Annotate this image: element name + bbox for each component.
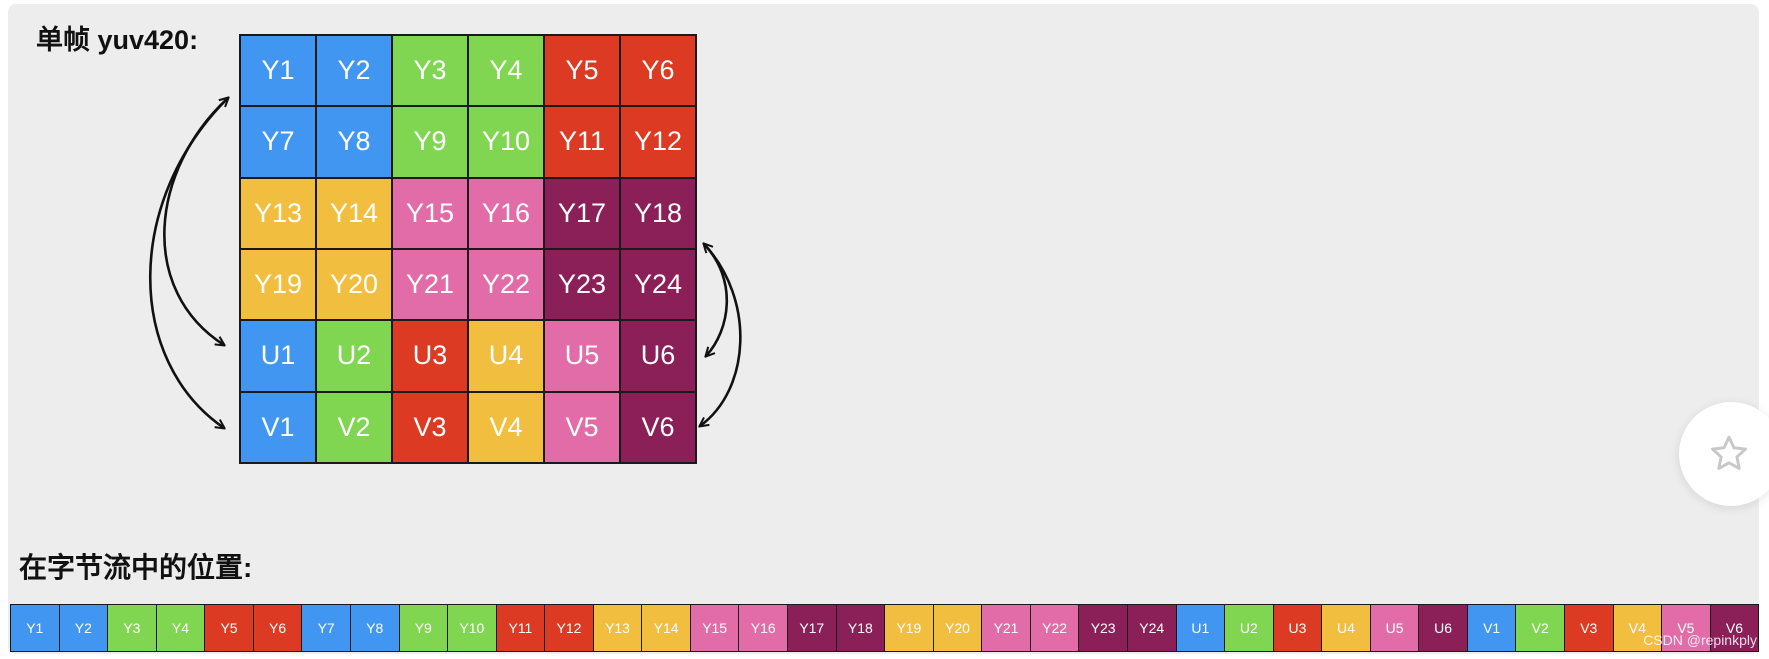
stream-cell: Y19 <box>885 605 934 651</box>
grid-cell: Y20 <box>316 249 392 321</box>
stream-cell: Y18 <box>836 605 886 651</box>
grid-cell: U5 <box>544 320 620 392</box>
star-outline-icon <box>1711 435 1747 470</box>
stream-cell: V3 <box>1565 605 1614 651</box>
stream-cell: Y6 <box>253 605 303 651</box>
stream-title: 在字节流中的位置: <box>19 552 253 583</box>
grid-cell: Y15 <box>392 177 468 249</box>
stream-cell: Y7 <box>302 605 351 651</box>
grid-cell: Y12 <box>620 106 696 178</box>
stream-cell: Y3 <box>108 605 157 651</box>
grid-cell: Y3 <box>392 35 468 107</box>
stream-cell: Y1 <box>11 605 60 651</box>
stream-cell: V4 <box>1613 605 1663 651</box>
stream-cell: V5 <box>1662 605 1711 651</box>
frame-title: 单帧 yuv420: <box>36 25 199 55</box>
grid-cell: V4 <box>468 391 544 463</box>
grid-cell: U2 <box>316 320 392 392</box>
grid-cell: Y23 <box>544 249 620 321</box>
yuv420-frame-grid: Y1 Y2 Y3 Y4 Y5 Y6 Y7 Y8 Y9 Y10 Y11 Y12 Y13 Y14 Y15 Y16 Y… <box>239 34 697 464</box>
stream-cell: Y13 <box>593 605 643 651</box>
stream-cell: U2 <box>1225 605 1274 651</box>
grid-cell: Y1 <box>240 35 316 107</box>
stream-cell: Y5 <box>205 605 254 651</box>
stream-cell: U6 <box>1419 605 1468 651</box>
stream-cell: Y4 <box>156 605 206 651</box>
grid-cell: Y5 <box>544 35 620 107</box>
grid-cell: Y16 <box>468 177 544 249</box>
stream-cell: U4 <box>1322 605 1371 651</box>
stream-cell: Y21 <box>982 605 1031 651</box>
grid-cell: Y19 <box>240 249 316 321</box>
stream-cell: Y14 <box>642 605 691 651</box>
grid-cell: Y24 <box>620 249 696 321</box>
grid-cell: U4 <box>468 320 544 392</box>
grid-cell: Y13 <box>240 177 316 249</box>
grid-cell: V5 <box>544 391 620 463</box>
grid-cell: Y6 <box>620 35 696 107</box>
grid-cell: Y18 <box>620 177 696 249</box>
grid-cell: V1 <box>240 391 316 463</box>
grid-cell: V3 <box>392 391 468 463</box>
grid-cell: Y9 <box>392 106 468 178</box>
grid-cell: Y10 <box>468 106 544 178</box>
grid-cell: Y4 <box>468 35 544 107</box>
stream-cell: Y17 <box>788 605 837 651</box>
stream-cell: V1 <box>1467 605 1517 651</box>
stream-cell: U5 <box>1370 605 1420 651</box>
grid-cell: V6 <box>620 391 696 463</box>
stream-cell: Y12 <box>545 605 594 651</box>
grid-cell: U6 <box>620 320 696 392</box>
grid-cell: Y17 <box>544 177 620 249</box>
stream-cell: Y15 <box>690 605 740 651</box>
grid-cell: Y7 <box>240 106 316 178</box>
stream-cell: V6 <box>1710 605 1759 651</box>
favorite-button[interactable] <box>1679 402 1769 506</box>
grid-cell: U3 <box>392 320 468 392</box>
stream-cell: Y8 <box>350 605 400 651</box>
stream-cell: Y24 <box>1127 605 1177 651</box>
stream-cell: U1 <box>1176 605 1226 651</box>
stream-cell: Y20 <box>933 605 983 651</box>
grid-cell: U1 <box>240 320 316 392</box>
stream-cell: Y23 <box>1079 605 1128 651</box>
grid-cell: V2 <box>316 391 392 463</box>
grid-cell: Y8 <box>316 106 392 178</box>
stream-cell: Y9 <box>399 605 449 651</box>
grid-cell: Y21 <box>392 249 468 321</box>
grid-cell: Y14 <box>316 177 392 249</box>
stream-cell: V2 <box>1516 605 1565 651</box>
stream-cell: Y16 <box>739 605 788 651</box>
byte-stream-bar: Y1 Y2 Y3 Y4 Y5 Y6 Y7 Y8 Y9 Y10 Y11 Y12 Y13 Y14 Y15 Y16 Y… <box>10 604 1759 652</box>
grid-cell: Y11 <box>544 106 620 178</box>
stream-cell: Y10 <box>448 605 497 651</box>
grid-cell: Y2 <box>316 35 392 107</box>
stream-cell: Y11 <box>496 605 546 651</box>
watermark: CSDN @repinkply <box>1643 632 1757 648</box>
grid-cell: Y22 <box>468 249 544 321</box>
stream-cell: U3 <box>1273 605 1323 651</box>
stream-cell: Y22 <box>1030 605 1080 651</box>
stream-cell: Y2 <box>59 605 109 651</box>
